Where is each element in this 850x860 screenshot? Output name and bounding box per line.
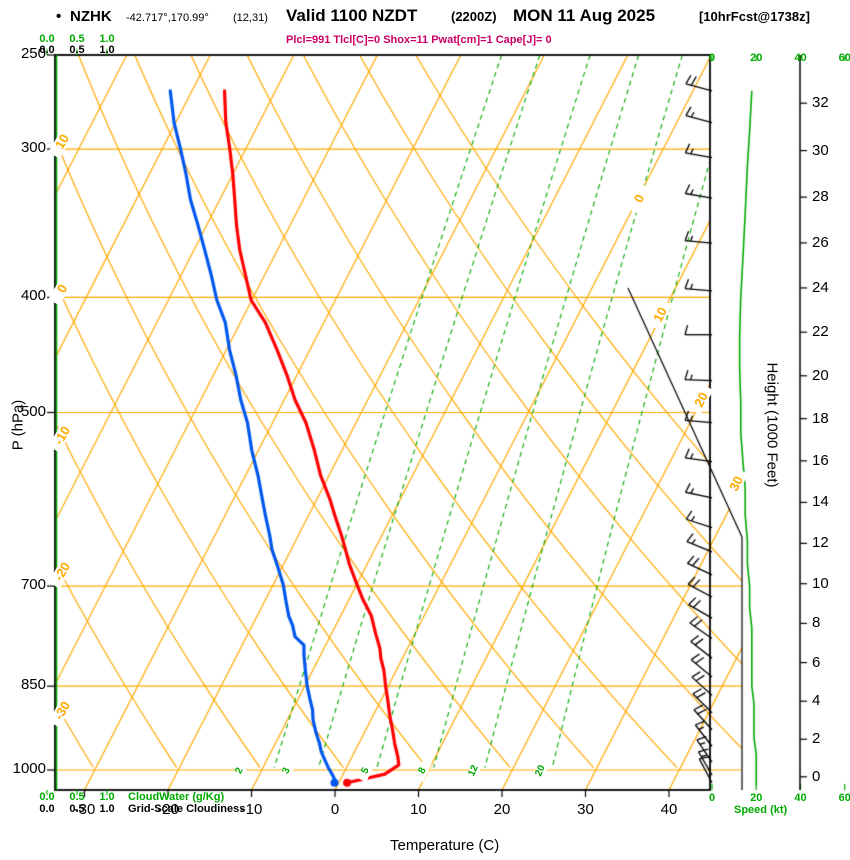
speed-tick-label: 20 [750,52,763,64]
valid-date: MON 11 Aug 2025 [513,6,656,25]
speed-axis-label: Speed (kt) [734,804,788,816]
height-tick-label: 22 [812,323,829,341]
cloudwater-tick-label: 0.0 [39,791,55,803]
cloudiness-tick-label: 1.0 [99,44,115,56]
cloudiness-tick-label: 0.0 [39,803,55,815]
height-tick-label: 32 [812,94,829,112]
height-tick-label: 0 [812,767,821,785]
valid-utc: (2200Z) [451,9,497,24]
temperature-axis-title: Temperature (C) [390,837,500,854]
temp-tick-label: -20 [157,801,179,818]
cloudiness-tick-label: 1.0 [99,803,115,815]
height-tick-label: 28 [812,188,829,206]
params-line: Plcl=991 Tlcl[C]=0 Shox=11 Pwat[cm]=1 Ca… [286,34,552,46]
height-tick-label: 14 [812,493,829,511]
temp-tick-label: 0 [330,801,340,818]
height-tick-label: 26 [812,233,829,251]
forecast-tag: [10hrFcst@1738z] [699,9,810,24]
height-tick-label: 12 [812,534,829,552]
pressure-tick-label: 300 [20,139,46,157]
cloudwater-tick-label: 0.5 [69,791,85,803]
pressure-tick-label: 700 [20,576,46,594]
station-coords: -42.717°,170.99° [126,12,209,24]
height-tick-label: 20 [812,366,829,384]
cloudwater-tick-label: 0.5 [69,33,85,45]
temp-tick-label: 10 [410,801,427,818]
pressure-tick-label: 500 [20,402,46,420]
speed-tick-label: 40 [794,52,807,64]
station-bullet: • [56,8,62,25]
temp-tick-label: 20 [493,801,511,818]
height-tick-label: 18 [812,409,829,427]
height-tick-label: 6 [812,653,821,671]
height-tick-label: 8 [812,614,821,632]
speed-tick-label: 0 [708,792,716,804]
height-tick-label: 16 [812,451,829,469]
cloudwater-tick-label: 1.0 [99,33,115,45]
cloudwater-label: CloudWater (g/Kg) [128,791,225,803]
grid-ref: (12,31) [233,12,268,24]
cloudiness-tick-label: 0.5 [69,44,85,56]
height-tick-label: 24 [812,278,829,296]
pressure-tick-label: 400 [20,287,46,305]
pressure-tick-label: 250 [20,45,46,62]
pressure-tick-label: 850 [20,676,46,694]
cloudwater-tick-label: 0.0 [39,33,55,45]
speed-tick-label: 40 [794,792,807,804]
speed-tick-label: 60 [838,792,850,804]
cloudwater-tick-label: 1.0 [99,791,115,803]
temp-tick-label: -30 [73,801,96,818]
temp-tick-label: -10 [240,801,263,818]
height-tick-label: 10 [812,574,829,592]
height-tick-label: 30 [812,141,829,159]
speed-tick-label: 20 [750,792,763,804]
temp-tick-label: 30 [577,801,594,818]
cloudiness-tick-label: 0.0 [39,44,55,56]
station-label: NZHK [70,8,112,25]
temp-tick-label: 40 [660,801,678,818]
valid-time: Valid 1100 NZDT [286,6,418,25]
speed-tick-label: 60 [838,52,850,64]
pressure-tick-label: 1000 [12,760,46,777]
cloudiness-tick-label: 0.5 [69,803,85,815]
height-axis-title: Height (1000 Feet) [763,362,781,488]
height-tick-label: 4 [812,692,821,710]
height-tick-label: 2 [812,730,821,748]
speed-tick-label: 0 [708,52,716,64]
cloudiness-label: Grid-Scale Cloudiness [128,803,246,815]
